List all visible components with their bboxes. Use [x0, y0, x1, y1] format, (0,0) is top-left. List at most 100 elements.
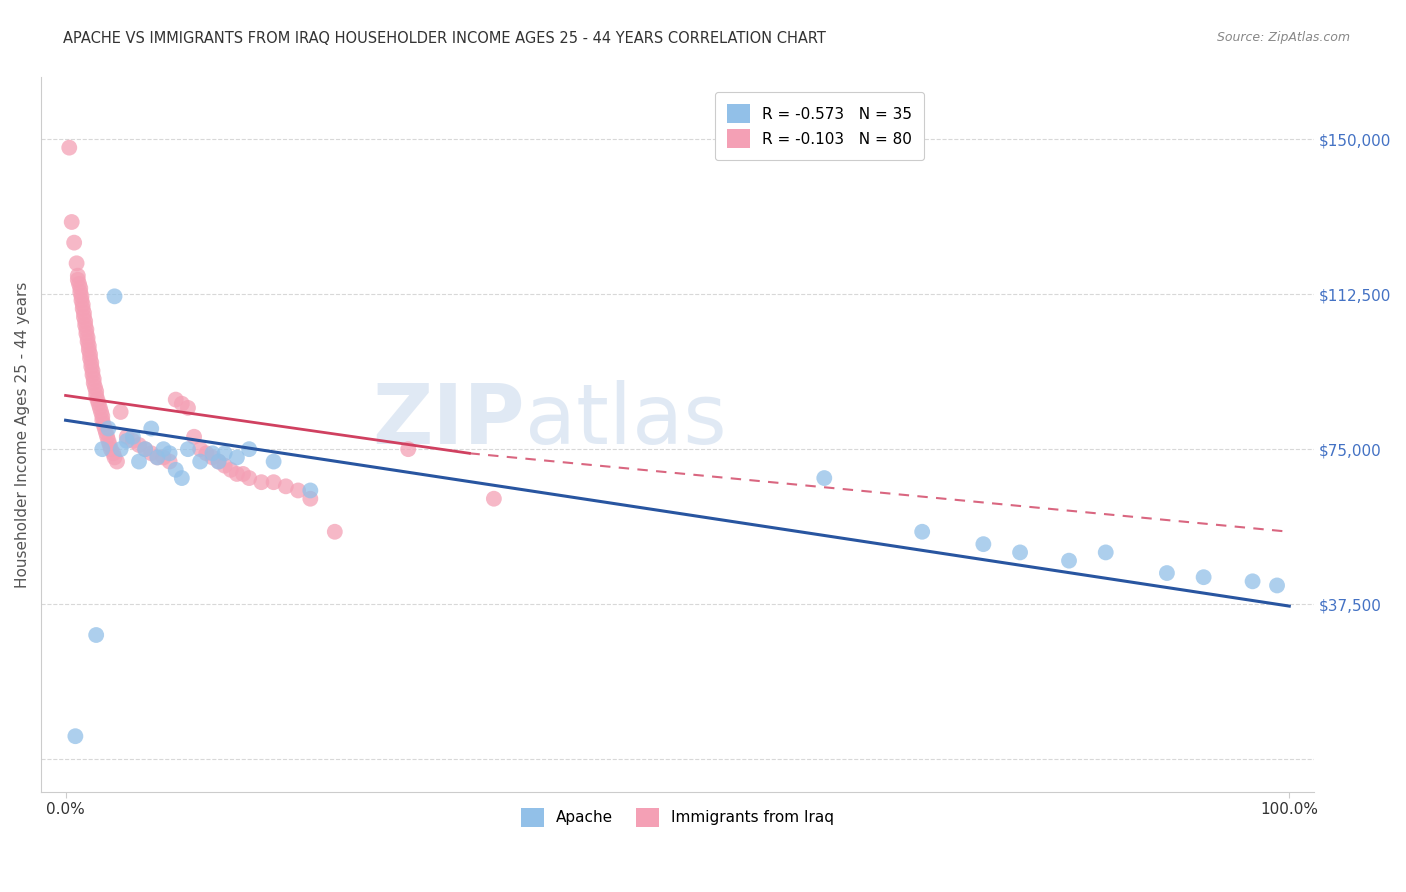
Point: [159, 454, 181, 468]
Point: [134, 442, 156, 457]
Point: [89, 401, 111, 415]
Point: [67, 277, 90, 291]
Point: [188, 454, 211, 468]
Point: [177, 442, 200, 457]
Point: [188, 442, 211, 457]
Point: [91, 442, 114, 457]
Point: [97, 421, 120, 435]
Point: [238, 442, 260, 457]
Text: atlas: atlas: [524, 380, 727, 461]
Point: [170, 471, 193, 485]
Point: [79, 351, 101, 366]
Point: [90, 405, 112, 419]
Point: [141, 421, 163, 435]
Point: [1241, 574, 1264, 589]
Point: [103, 450, 125, 465]
Point: [94, 425, 117, 440]
Point: [70, 289, 93, 303]
Point: [115, 434, 138, 448]
Point: [201, 450, 224, 465]
Point: [1094, 545, 1116, 559]
Point: [91, 409, 114, 423]
Point: [238, 471, 260, 485]
Point: [232, 467, 254, 481]
Point: [69, 281, 91, 295]
Point: [72, 301, 94, 316]
Point: [165, 392, 187, 407]
Point: [287, 483, 309, 498]
Point: [73, 306, 96, 320]
Point: [93, 421, 115, 435]
Point: [83, 376, 105, 390]
Point: [263, 475, 285, 490]
Point: [75, 318, 97, 333]
Point: [1057, 554, 1080, 568]
Point: [58, 141, 80, 155]
Point: [274, 479, 297, 493]
Point: [299, 483, 322, 498]
Point: [80, 359, 103, 374]
Point: [207, 454, 229, 468]
Point: [83, 372, 105, 386]
Point: [82, 368, 104, 382]
Point: [1265, 578, 1288, 592]
Point: [323, 524, 346, 539]
Point: [813, 471, 835, 485]
Point: [110, 405, 132, 419]
Point: [1156, 566, 1178, 580]
Legend: Apache, Immigrants from Iraq: Apache, Immigrants from Iraq: [513, 800, 842, 834]
Point: [65, 729, 87, 743]
Point: [115, 430, 138, 444]
Point: [96, 430, 118, 444]
Point: [79, 347, 101, 361]
Point: [76, 334, 98, 349]
Point: [1192, 570, 1215, 584]
Point: [1010, 545, 1032, 559]
Point: [214, 458, 236, 473]
Point: [263, 454, 285, 468]
Point: [250, 475, 273, 490]
Point: [84, 380, 107, 394]
Point: [72, 297, 94, 311]
Text: Source: ZipAtlas.com: Source: ZipAtlas.com: [1216, 31, 1350, 45]
Point: [165, 463, 187, 477]
Point: [177, 401, 200, 415]
Point: [195, 446, 218, 460]
Point: [170, 397, 193, 411]
Point: [159, 446, 181, 460]
Point: [207, 454, 229, 468]
Point: [201, 446, 224, 460]
Text: ZIP: ZIP: [373, 380, 524, 461]
Point: [146, 450, 169, 465]
Point: [75, 314, 97, 328]
Point: [299, 491, 322, 506]
Point: [152, 442, 174, 457]
Point: [63, 235, 86, 250]
Point: [65, 256, 87, 270]
Text: APACHE VS IMMIGRANTS FROM IRAQ HOUSEHOLDER INCOME AGES 25 - 44 YEARS CORRELATION: APACHE VS IMMIGRANTS FROM IRAQ HOUSEHOLD…: [63, 31, 827, 46]
Point: [98, 438, 121, 452]
Point: [73, 310, 96, 324]
Point: [105, 454, 128, 468]
Point: [911, 524, 934, 539]
Point: [97, 434, 120, 448]
Point: [91, 413, 114, 427]
Point: [122, 434, 145, 448]
Point: [77, 343, 100, 357]
Point: [146, 450, 169, 465]
Point: [972, 537, 994, 551]
Point: [93, 417, 115, 432]
Point: [86, 392, 108, 407]
Point: [128, 438, 150, 452]
Point: [103, 446, 125, 460]
Point: [75, 322, 97, 336]
Point: [110, 442, 132, 457]
Point: [134, 442, 156, 457]
Point: [77, 339, 100, 353]
Point: [60, 215, 83, 229]
Point: [141, 446, 163, 460]
Point: [152, 450, 174, 465]
Point: [66, 268, 89, 283]
Point: [128, 454, 150, 468]
Point: [82, 364, 104, 378]
